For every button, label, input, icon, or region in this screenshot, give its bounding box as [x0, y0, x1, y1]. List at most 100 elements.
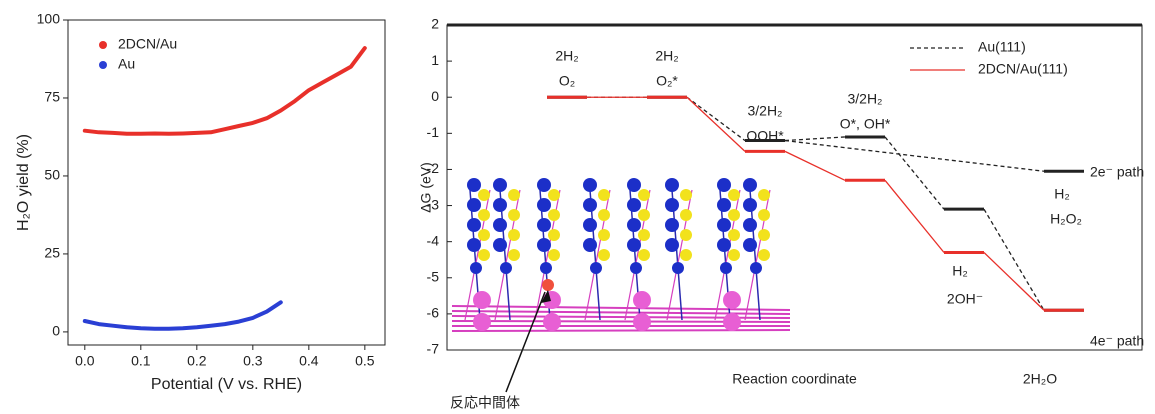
atom-n	[493, 218, 507, 232]
annotation: O*, OH*	[840, 116, 891, 132]
atom-s	[728, 229, 740, 241]
atom-n	[493, 178, 507, 192]
atom-n	[590, 262, 602, 274]
atom-n	[717, 198, 731, 212]
y-tick-label: 0	[52, 323, 60, 339]
substrate-bond	[452, 311, 790, 314]
atom-n	[493, 238, 507, 252]
annotation: 反応中間体	[450, 395, 520, 411]
substrate-bond	[452, 306, 790, 310]
atom-n	[583, 238, 597, 252]
atom-n	[717, 178, 731, 192]
y-tick-label: 25	[44, 245, 60, 261]
atom-s	[638, 249, 650, 261]
legend-label: 2DCN/Au(111)	[978, 61, 1068, 77]
atom-n	[717, 218, 731, 232]
x-tick-label: 0.3	[243, 353, 263, 369]
y-tick-label: -5	[427, 268, 440, 284]
atom-au	[473, 313, 491, 331]
atom-s	[598, 249, 610, 261]
annotation: OOH*	[746, 128, 784, 144]
atom-n	[672, 262, 684, 274]
atom-au	[633, 291, 651, 309]
atom-s	[508, 189, 520, 201]
atom-n	[627, 238, 641, 252]
atom-au	[473, 291, 491, 309]
legend-label: 2DCN/Au	[118, 36, 177, 52]
legend-marker	[99, 61, 107, 69]
atom-s	[478, 249, 490, 261]
annotation: 2H₂	[655, 48, 678, 64]
connector	[785, 151, 845, 180]
atom-s	[728, 209, 740, 221]
y-tick-label: 50	[44, 167, 60, 183]
atom-n	[583, 198, 597, 212]
x-tick-label: 0.4	[299, 353, 319, 369]
y-tick-label: 1	[431, 52, 439, 68]
annotation: 3/2H₂	[847, 91, 882, 107]
annotation: O₂*	[656, 73, 678, 89]
annotation: H₂	[952, 263, 968, 279]
atom-s	[758, 249, 770, 261]
connector	[785, 141, 1044, 172]
intermediate-atom	[542, 279, 554, 291]
atom-n	[467, 238, 481, 252]
atom-n	[470, 262, 482, 274]
atom-n	[500, 262, 512, 274]
atom-n	[630, 262, 642, 274]
plot-frame	[68, 20, 385, 345]
atom-s	[728, 189, 740, 201]
atom-au	[723, 291, 741, 309]
x-tick-label: 0.1	[131, 353, 151, 369]
y-axis-title: H₂O yield (%)	[15, 134, 32, 231]
atom-s	[478, 229, 490, 241]
atom-n	[717, 238, 731, 252]
atom-n	[627, 178, 641, 192]
x-axis-title: Potential (V vs. RHE)	[151, 376, 302, 393]
atom-s	[728, 249, 740, 261]
legend-label: Au	[118, 56, 135, 72]
atom-n	[743, 218, 757, 232]
atom-s	[680, 229, 692, 241]
connector	[687, 97, 745, 151]
atom-s	[680, 249, 692, 261]
atom-n	[467, 198, 481, 212]
atom-n	[743, 238, 757, 252]
atom-s	[478, 209, 490, 221]
atom-n	[467, 218, 481, 232]
atom-s	[508, 209, 520, 221]
atom-n	[665, 178, 679, 192]
atom-n	[537, 178, 551, 192]
atom-s	[638, 189, 650, 201]
atom-s	[548, 249, 560, 261]
atom-n	[665, 218, 679, 232]
atom-s	[508, 229, 520, 241]
atom-s	[680, 209, 692, 221]
annotation: 4e⁻ path	[1090, 333, 1144, 349]
connector	[785, 137, 845, 141]
atom-s	[548, 189, 560, 201]
atom-n	[743, 198, 757, 212]
structure-illustration	[452, 178, 790, 331]
y-tick-label: 2	[431, 16, 439, 32]
atom-n	[665, 238, 679, 252]
atom-s	[758, 229, 770, 241]
y-tick-label: 100	[37, 11, 61, 27]
legend-marker	[99, 41, 107, 49]
atom-s	[598, 209, 610, 221]
figure: 0.00.10.20.30.40.50255075100Potential (V…	[0, 0, 1155, 414]
connector	[687, 97, 745, 140]
y-tick-label: -1	[427, 124, 440, 140]
annotation: O₂	[559, 73, 575, 89]
atom-s	[598, 229, 610, 241]
y-axis-title: ΔG (eV)	[418, 162, 434, 213]
annotation: H₂O₂	[1050, 211, 1082, 227]
annotation: 3/2H₂	[747, 103, 782, 119]
x-tick-label: 0.2	[187, 353, 207, 369]
legend-label: Au(111)	[978, 39, 1026, 55]
substrate-bond	[452, 330, 790, 331]
atom-n	[467, 178, 481, 192]
connector	[885, 180, 944, 252]
atom-n	[583, 218, 597, 232]
annotation: 2OH⁻	[947, 291, 983, 307]
